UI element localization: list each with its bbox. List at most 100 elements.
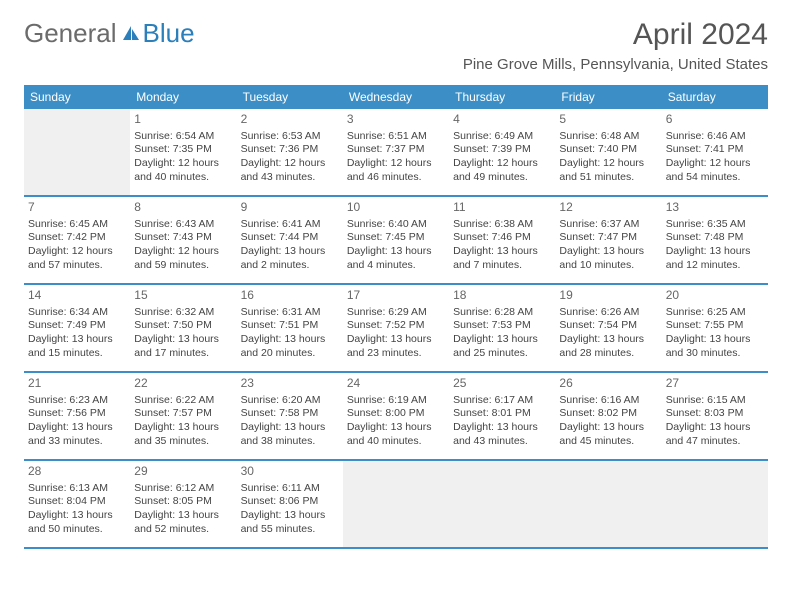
sunrise-text: Sunrise: 6:17 AM (453, 394, 551, 408)
day-cell: 8Sunrise: 6:43 AMSunset: 7:43 PMDaylight… (130, 197, 236, 283)
sunset-text: Sunset: 8:00 PM (347, 407, 445, 421)
daylight-text-2: and 38 minutes. (241, 435, 339, 449)
daylight-text-1: Daylight: 12 hours (134, 245, 232, 259)
daylight-text-1: Daylight: 13 hours (241, 509, 339, 523)
daylight-text-1: Daylight: 13 hours (453, 333, 551, 347)
day-cell: 18Sunrise: 6:28 AMSunset: 7:53 PMDayligh… (449, 285, 555, 371)
sunrise-text: Sunrise: 6:23 AM (28, 394, 126, 408)
day-cell: 17Sunrise: 6:29 AMSunset: 7:52 PMDayligh… (343, 285, 449, 371)
daylight-text-1: Daylight: 13 hours (347, 421, 445, 435)
daylight-text-1: Daylight: 13 hours (347, 245, 445, 259)
day-cell: 30Sunrise: 6:11 AMSunset: 8:06 PMDayligh… (237, 461, 343, 547)
day-number: 23 (241, 376, 339, 392)
daylight-text-1: Daylight: 13 hours (241, 421, 339, 435)
weekday-header-row: Sunday Monday Tuesday Wednesday Thursday… (24, 85, 768, 109)
daylight-text-1: Daylight: 12 hours (134, 157, 232, 171)
daylight-text-1: Daylight: 13 hours (666, 421, 764, 435)
daylight-text-1: Daylight: 13 hours (666, 333, 764, 347)
sunset-text: Sunset: 7:46 PM (453, 231, 551, 245)
day-number: 3 (347, 112, 445, 128)
day-number: 27 (666, 376, 764, 392)
sunset-text: Sunset: 7:50 PM (134, 319, 232, 333)
sunrise-text: Sunrise: 6:34 AM (28, 306, 126, 320)
day-cell: 11Sunrise: 6:38 AMSunset: 7:46 PMDayligh… (449, 197, 555, 283)
sunset-text: Sunset: 7:48 PM (666, 231, 764, 245)
daylight-text-2: and 33 minutes. (28, 435, 126, 449)
daylight-text-2: and 2 minutes. (241, 259, 339, 273)
daylight-text-2: and 17 minutes. (134, 347, 232, 361)
logo-sail-icon (121, 24, 141, 47)
day-number: 13 (666, 200, 764, 216)
day-cell: 16Sunrise: 6:31 AMSunset: 7:51 PMDayligh… (237, 285, 343, 371)
weekday-header: Wednesday (343, 85, 449, 109)
daylight-text-1: Daylight: 13 hours (241, 333, 339, 347)
daylight-text-1: Daylight: 13 hours (28, 333, 126, 347)
daylight-text-2: and 51 minutes. (559, 171, 657, 185)
sunrise-text: Sunrise: 6:31 AM (241, 306, 339, 320)
weekday-header: Thursday (449, 85, 555, 109)
daylight-text-1: Daylight: 13 hours (453, 245, 551, 259)
sunrise-text: Sunrise: 6:20 AM (241, 394, 339, 408)
sunrise-text: Sunrise: 6:26 AM (559, 306, 657, 320)
day-number: 15 (134, 288, 232, 304)
daylight-text-1: Daylight: 13 hours (559, 245, 657, 259)
sunset-text: Sunset: 8:01 PM (453, 407, 551, 421)
daylight-text-1: Daylight: 13 hours (134, 509, 232, 523)
day-number: 1 (134, 112, 232, 128)
day-cell: 22Sunrise: 6:22 AMSunset: 7:57 PMDayligh… (130, 373, 236, 459)
sunset-text: Sunset: 7:45 PM (347, 231, 445, 245)
logo-part1: General (24, 18, 117, 49)
sunrise-text: Sunrise: 6:12 AM (134, 482, 232, 496)
daylight-text-2: and 28 minutes. (559, 347, 657, 361)
sunset-text: Sunset: 7:47 PM (559, 231, 657, 245)
sunrise-text: Sunrise: 6:16 AM (559, 394, 657, 408)
day-number: 7 (28, 200, 126, 216)
day-cell: 14 Sunrise: 6:34 AMSunset: 7:49 PMDayligh… (24, 285, 130, 371)
week-row: 21Sunrise: 6:23 AMSunset: 7:56 PMDayligh… (24, 373, 768, 461)
sunrise-text: Sunrise: 6:29 AM (347, 306, 445, 320)
sunset-text: Sunset: 7:35 PM (134, 143, 232, 157)
sunset-text: Sunset: 7:55 PM (666, 319, 764, 333)
day-cell: 24Sunrise: 6:19 AMSunset: 8:00 PMDayligh… (343, 373, 449, 459)
sunrise-text: Sunrise: 6:32 AM (134, 306, 232, 320)
sunset-text: Sunset: 7:49 PM (28, 319, 126, 333)
daylight-text-1: Daylight: 12 hours (241, 157, 339, 171)
sunrise-text: Sunrise: 6:54 AM (134, 130, 232, 144)
daylight-text-2: and 35 minutes. (134, 435, 232, 449)
sunset-text: Sunset: 7:37 PM (347, 143, 445, 157)
daylight-text-2: and 50 minutes. (28, 523, 126, 537)
day-number: 2 (241, 112, 339, 128)
daylight-text-1: Daylight: 13 hours (28, 509, 126, 523)
day-number: 25 (453, 376, 551, 392)
sunset-text: Sunset: 7:43 PM (134, 231, 232, 245)
daylight-text-1: Daylight: 13 hours (453, 421, 551, 435)
day-number: 14 (28, 288, 126, 304)
sunset-text: Sunset: 8:02 PM (559, 407, 657, 421)
daylight-text-1: Daylight: 13 hours (28, 421, 126, 435)
empty-day-cell (555, 461, 661, 547)
day-number: 4 (453, 112, 551, 128)
day-number: 6 (666, 112, 764, 128)
day-cell: 10Sunrise: 6:40 AMSunset: 7:45 PMDayligh… (343, 197, 449, 283)
logo: General Blue (24, 18, 195, 49)
sunrise-text: Sunrise: 6:38 AM (453, 218, 551, 232)
sunrise-text: Sunrise: 6:13 AM (28, 482, 126, 496)
daylight-text-1: Daylight: 13 hours (134, 421, 232, 435)
daylight-text-1: Daylight: 12 hours (347, 157, 445, 171)
sunset-text: Sunset: 8:06 PM (241, 495, 339, 509)
sunset-text: Sunset: 7:39 PM (453, 143, 551, 157)
day-cell: 28Sunrise: 6:13 AMSunset: 8:04 PMDayligh… (24, 461, 130, 547)
sunset-text: Sunset: 7:42 PM (28, 231, 126, 245)
week-row: 28Sunrise: 6:13 AMSunset: 8:04 PMDayligh… (24, 461, 768, 549)
day-number: 9 (241, 200, 339, 216)
daylight-text-2: and 12 minutes. (666, 259, 764, 273)
empty-day-cell (343, 461, 449, 547)
day-cell: 20Sunrise: 6:25 AMSunset: 7:55 PMDayligh… (662, 285, 768, 371)
sunrise-text: Sunrise: 6:45 AM (28, 218, 126, 232)
weekday-header: Tuesday (237, 85, 343, 109)
sunrise-text: Sunrise: 6:22 AM (134, 394, 232, 408)
daylight-text-2: and 45 minutes. (559, 435, 657, 449)
day-number: 18 (453, 288, 551, 304)
day-cell: 26Sunrise: 6:16 AMSunset: 8:02 PMDayligh… (555, 373, 661, 459)
sunrise-text: Sunrise: 6:46 AM (666, 130, 764, 144)
